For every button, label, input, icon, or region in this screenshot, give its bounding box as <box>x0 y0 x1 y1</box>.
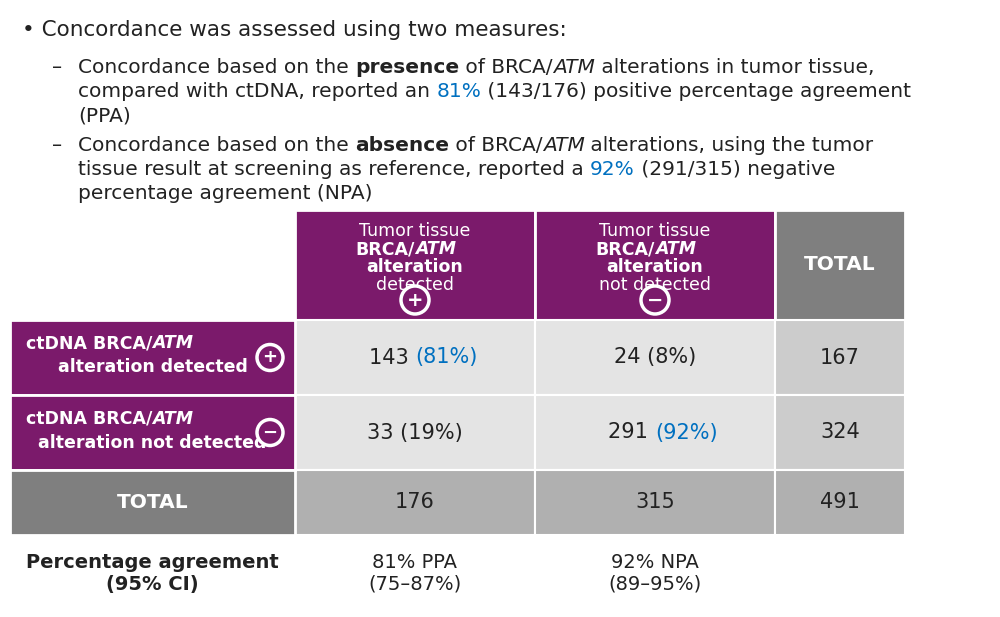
Text: absence: absence <box>355 136 449 155</box>
Bar <box>295 470 535 535</box>
Text: Tumor tissue: Tumor tissue <box>599 222 711 240</box>
Text: (75–87%): (75–87%) <box>368 575 462 594</box>
Text: 491: 491 <box>820 492 860 513</box>
Text: ATM: ATM <box>655 240 696 258</box>
Bar <box>295 395 535 470</box>
Text: alteration: alteration <box>607 258 703 276</box>
Text: tissue result at screening as reference, reported a: tissue result at screening as reference,… <box>78 160 590 179</box>
Text: 143: 143 <box>369 347 415 368</box>
Text: 324: 324 <box>820 423 860 442</box>
Bar <box>535 320 775 395</box>
Text: TOTAL: TOTAL <box>117 493 188 512</box>
Text: ATM: ATM <box>553 58 595 77</box>
Text: Tumor tissue: Tumor tissue <box>359 222 471 240</box>
Text: 92%: 92% <box>590 160 635 179</box>
Text: alteration detected: alteration detected <box>58 358 247 376</box>
Text: Concordance based on the: Concordance based on the <box>78 136 355 155</box>
Text: (PPA): (PPA) <box>78 106 131 125</box>
Text: ATM: ATM <box>543 136 584 155</box>
Text: (89–95%): (89–95%) <box>608 575 702 594</box>
Text: of BRCA/: of BRCA/ <box>449 136 543 155</box>
Text: ctDNA BRCA/: ctDNA BRCA/ <box>26 334 152 352</box>
Bar <box>775 470 905 535</box>
Text: ATM: ATM <box>152 410 194 428</box>
Circle shape <box>257 420 283 445</box>
Text: 33 (19%): 33 (19%) <box>367 423 463 442</box>
Text: (291/315) negative: (291/315) negative <box>635 160 835 179</box>
Text: −: − <box>262 423 278 442</box>
Text: (92%): (92%) <box>655 423 718 442</box>
Text: 291: 291 <box>608 423 655 442</box>
Text: BRCA/: BRCA/ <box>596 240 655 258</box>
Bar <box>295 320 535 395</box>
Text: 167: 167 <box>820 347 860 368</box>
Text: (81%): (81%) <box>415 347 477 368</box>
Text: 81% PPA: 81% PPA <box>372 553 458 572</box>
Circle shape <box>641 286 669 314</box>
Bar <box>10 470 295 535</box>
Text: 315: 315 <box>635 492 675 513</box>
Bar <box>535 395 775 470</box>
Text: not detected: not detected <box>599 276 711 294</box>
Bar <box>775 210 905 320</box>
Text: +: + <box>262 349 278 366</box>
Text: • Concordance was assessed using two measures:: • Concordance was assessed using two mea… <box>22 20 567 40</box>
Bar <box>10 395 295 470</box>
Text: TOTAL: TOTAL <box>804 255 876 274</box>
Text: alterations, using the tumor: alterations, using the tumor <box>584 136 874 155</box>
Text: ATM: ATM <box>415 240 456 258</box>
Text: ctDNA BRCA/: ctDNA BRCA/ <box>26 410 152 428</box>
Circle shape <box>257 344 283 370</box>
Bar <box>775 395 905 470</box>
Text: presence: presence <box>355 58 459 77</box>
Bar <box>295 210 535 320</box>
Bar <box>775 320 905 395</box>
Text: –: – <box>52 58 62 77</box>
Text: +: + <box>407 291 423 310</box>
Text: 24 (8%): 24 (8%) <box>614 347 696 368</box>
Text: of BRCA/: of BRCA/ <box>459 58 553 77</box>
Text: 81%: 81% <box>436 82 481 101</box>
Text: percentage agreement (NPA): percentage agreement (NPA) <box>78 184 372 203</box>
Text: detected: detected <box>376 276 454 294</box>
Text: alteration not detected: alteration not detected <box>38 434 267 452</box>
Text: ATM: ATM <box>152 334 194 352</box>
Circle shape <box>401 286 429 314</box>
Bar <box>535 210 775 320</box>
Text: (95% CI): (95% CI) <box>106 575 199 594</box>
Text: BRCA/: BRCA/ <box>356 240 415 258</box>
Bar <box>10 320 295 395</box>
Text: (143/176) positive percentage agreement: (143/176) positive percentage agreement <box>481 82 911 101</box>
Text: 92% NPA: 92% NPA <box>611 553 699 572</box>
Text: Percentage agreement: Percentage agreement <box>26 553 279 572</box>
Text: Concordance based on the: Concordance based on the <box>78 58 355 77</box>
Text: 176: 176 <box>395 492 435 513</box>
Bar <box>535 470 775 535</box>
Text: alteration: alteration <box>367 258 463 276</box>
Text: −: − <box>647 291 663 310</box>
Text: compared with ctDNA, reported an: compared with ctDNA, reported an <box>78 82 436 101</box>
Text: alterations in tumor tissue,: alterations in tumor tissue, <box>595 58 874 77</box>
Text: –: – <box>52 136 62 155</box>
